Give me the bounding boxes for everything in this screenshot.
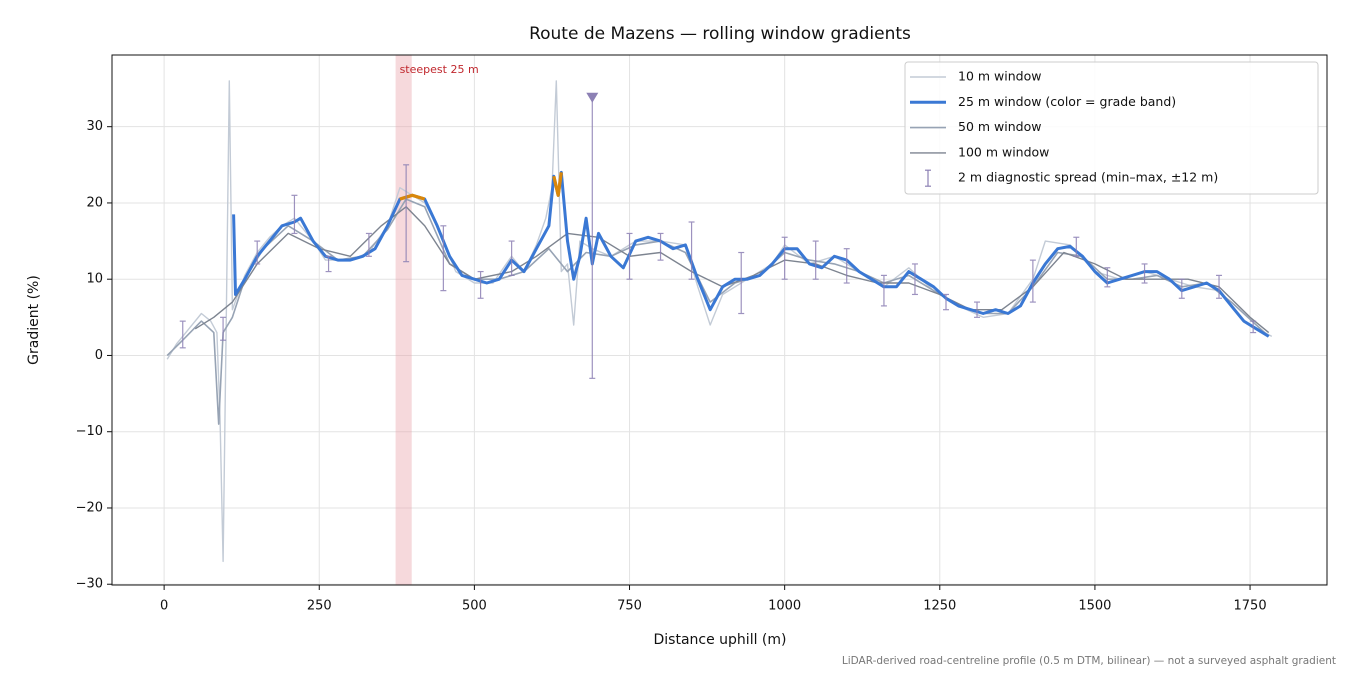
x-tick-label: 750 [617, 599, 642, 614]
legend-label: 50 m window [958, 119, 1041, 134]
x-tick-label: 1500 [1078, 599, 1111, 614]
error-bar [626, 232, 633, 280]
error-bar [781, 236, 788, 280]
footnote: LiDAR-derived road-centreline profile (0… [842, 655, 1336, 667]
y-axis-label: Gradient (%) [26, 275, 42, 365]
legend-label: 100 m window [958, 144, 1049, 159]
error-bar [1029, 259, 1036, 303]
legend-box [904, 61, 1319, 195]
error-bar [508, 240, 515, 276]
series-line [194, 206, 1270, 334]
y-tick-label: 10 [86, 272, 103, 287]
x-axis-label: Distance uphill (m) [654, 632, 787, 648]
error-bar [688, 221, 695, 280]
y-tick-label: −30 [76, 577, 103, 592]
steepest-band [395, 55, 412, 585]
y-tick-label: −10 [76, 424, 103, 439]
y-tick-label: −20 [76, 500, 103, 515]
series-line [166, 80, 1273, 563]
y-tick-label: 0 [95, 348, 103, 363]
y-tick-label: 30 [86, 119, 103, 134]
error-bar [403, 164, 410, 263]
error-bar [477, 270, 484, 299]
error-bar [365, 232, 372, 257]
error-bar [1141, 263, 1148, 284]
error-bar [812, 240, 819, 280]
error-bar [1250, 320, 1257, 334]
error-bar [1073, 236, 1080, 257]
error-bar [179, 320, 186, 349]
grade-band-line [552, 172, 563, 197]
peak-marker [586, 92, 599, 103]
error-bar [974, 301, 981, 318]
error-bar [291, 194, 298, 235]
error-bar [738, 251, 745, 315]
error-bar [657, 232, 664, 261]
legend-label: 10 m window [958, 69, 1041, 84]
legend-label: 25 m window (color = grade band) [958, 94, 1176, 109]
error-bar [942, 293, 949, 311]
error-bar [911, 263, 918, 296]
error-bar [1104, 267, 1111, 288]
x-tick-label: 1000 [768, 599, 801, 614]
grade-band-line [399, 193, 426, 201]
x-tick-label: 250 [307, 599, 332, 614]
error-bar [1216, 274, 1223, 299]
error-bar [880, 274, 887, 307]
x-tick-label: 1750 [1234, 599, 1267, 614]
x-tick-label: 0 [160, 599, 168, 614]
legend-label: 2 m diagnostic spread (min–max, ±12 m) [958, 170, 1218, 185]
x-tick-label: 1250 [923, 599, 956, 614]
plot-frame [111, 54, 1328, 586]
x-tick-label: 500 [462, 599, 487, 614]
error-bar [843, 248, 850, 284]
y-tick-label: 20 [86, 195, 103, 210]
legend-swatch [925, 169, 931, 187]
error-bar [220, 316, 227, 341]
error-bar [440, 225, 447, 292]
steepest-label: steepest 25 m [400, 63, 479, 76]
error-bar [254, 240, 261, 265]
error-bar [325, 255, 332, 273]
error-bar [1178, 278, 1185, 299]
chart-title: Route de Mazens — rolling window gradien… [529, 24, 911, 44]
